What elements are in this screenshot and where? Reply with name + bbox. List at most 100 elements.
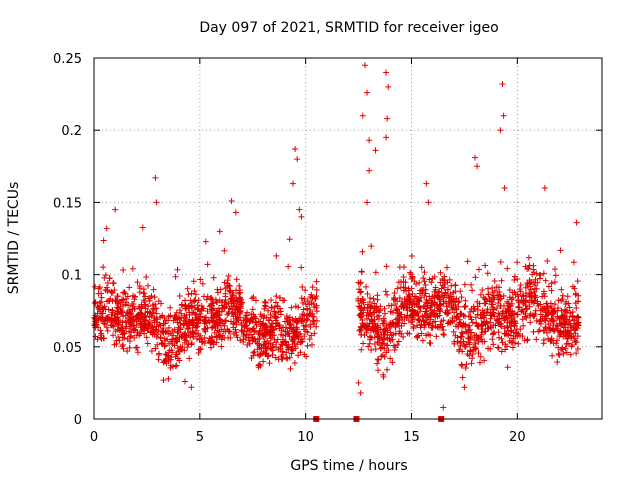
data-point <box>179 344 186 351</box>
data-point <box>310 300 317 307</box>
data-point <box>236 309 243 316</box>
data-points <box>91 62 582 411</box>
data-point <box>496 288 503 295</box>
data-point <box>291 360 298 367</box>
data-point <box>295 334 302 341</box>
data-point <box>124 309 131 316</box>
data-point <box>477 353 484 360</box>
data-point <box>288 304 295 311</box>
data-point <box>552 266 559 273</box>
data-point <box>476 359 483 366</box>
data-point <box>558 322 565 329</box>
data-point <box>415 332 422 339</box>
data-point <box>366 167 373 174</box>
data-point <box>162 329 169 336</box>
data-point <box>517 288 524 295</box>
data-point <box>97 327 104 334</box>
data-point <box>127 311 134 318</box>
data-point <box>246 319 253 326</box>
data-point <box>475 266 482 273</box>
data-point <box>276 294 283 301</box>
data-point <box>490 321 497 328</box>
data-point <box>185 305 192 312</box>
data-point <box>225 272 232 279</box>
y-tick-label: 0.25 <box>53 52 82 67</box>
data-point <box>279 336 286 343</box>
data-point <box>174 329 181 336</box>
data-point <box>433 333 440 340</box>
data-point <box>558 297 565 304</box>
data-point <box>554 323 561 330</box>
data-point <box>302 328 309 335</box>
data-point <box>378 353 385 360</box>
data-point <box>100 335 107 342</box>
data-point <box>103 225 110 232</box>
data-point <box>188 290 195 297</box>
data-point <box>134 279 141 286</box>
x-tick-label: 10 <box>297 430 314 445</box>
data-point <box>533 317 540 324</box>
data-point <box>566 316 573 323</box>
data-point <box>359 297 366 304</box>
data-point <box>564 293 571 300</box>
data-point <box>551 301 558 308</box>
data-point <box>201 334 208 341</box>
data-point <box>462 297 469 304</box>
data-point <box>273 252 280 259</box>
data-point <box>355 279 362 286</box>
data-point <box>515 297 522 304</box>
data-point <box>405 291 412 298</box>
data-point <box>498 277 505 284</box>
data-point <box>463 328 470 335</box>
data-point <box>526 303 533 310</box>
data-point <box>359 112 366 119</box>
data-point <box>540 328 547 335</box>
data-point <box>541 184 548 191</box>
data-point <box>183 338 190 345</box>
data-point <box>249 295 256 302</box>
data-point <box>563 316 570 323</box>
data-point <box>236 303 243 310</box>
data-point <box>537 272 544 279</box>
data-point <box>384 291 391 298</box>
data-point <box>456 316 463 323</box>
data-point <box>392 344 399 351</box>
data-point <box>435 294 442 301</box>
data-point <box>466 322 473 329</box>
data-point <box>211 312 218 319</box>
data-point <box>126 344 133 351</box>
data-point <box>514 311 521 318</box>
data-point <box>575 298 582 305</box>
data-point <box>566 304 573 311</box>
data-point <box>472 274 479 281</box>
data-point <box>366 320 373 327</box>
data-point <box>160 377 167 384</box>
data-point <box>291 336 298 343</box>
data-point <box>557 328 564 335</box>
data-point <box>368 347 375 354</box>
data-point <box>533 336 540 343</box>
data-point <box>384 366 391 373</box>
data-point <box>373 307 380 314</box>
data-point <box>511 277 518 284</box>
data-point <box>440 326 447 333</box>
data-point <box>375 325 382 332</box>
data-point <box>384 342 391 349</box>
data-point <box>250 325 257 332</box>
data-point <box>233 302 240 309</box>
data-point <box>211 322 218 329</box>
data-point <box>462 303 469 310</box>
data-point <box>109 289 116 296</box>
data-point <box>179 333 186 340</box>
data-point <box>151 306 158 313</box>
data-point <box>233 276 240 283</box>
data-point <box>184 326 191 333</box>
data-point <box>101 274 108 281</box>
data-point <box>208 336 215 343</box>
data-point <box>485 345 492 352</box>
data-point <box>410 325 417 332</box>
data-point <box>176 293 183 300</box>
data-point <box>573 339 580 346</box>
data-point <box>511 322 518 329</box>
data-point <box>407 269 414 276</box>
